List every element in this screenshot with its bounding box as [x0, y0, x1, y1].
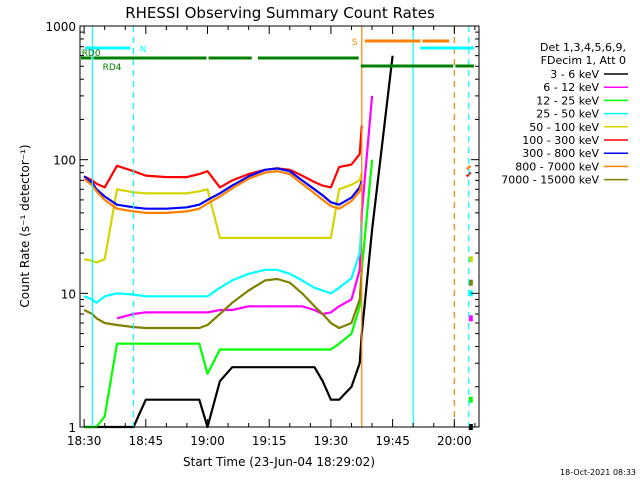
state-bar-s: S: [352, 38, 450, 48]
series-7000-15000-kev: [83, 269, 473, 330]
legend-label: 300 - 800 keV: [522, 147, 599, 160]
series-line: [83, 125, 363, 189]
series-point: [468, 290, 473, 297]
series-line: [84, 55, 394, 429]
series-line: [116, 95, 374, 320]
legend-item-7000-15000-kev: 7000 - 15000 keV: [501, 174, 628, 187]
series-point: [468, 396, 473, 403]
series-3-6-kev: [84, 55, 473, 430]
state-bar-label: RD0: [82, 49, 101, 59]
y-tick-label: 1000: [45, 20, 76, 34]
y-axis-label: Count Rate (s⁻¹ detector⁻¹): [18, 144, 32, 307]
state-bar-label: S: [352, 38, 358, 48]
x-tick-label: 19:45: [375, 434, 410, 448]
chart-title: RHESSI Observing Summary Count Rates: [125, 4, 435, 22]
y-tick-label: 100: [53, 154, 76, 168]
series-point: [468, 315, 473, 322]
series-6-12-kev: [116, 95, 473, 322]
series-12-25-kev: [84, 159, 473, 429]
legend-item-800-7000-kev: 800 - 7000 keV: [515, 160, 628, 173]
legend-item-50-100-kev: 50 - 100 keV: [529, 121, 628, 134]
legend-label: 12 - 25 keV: [536, 94, 599, 107]
legend-item-12-25-kev: 12 - 25 keV: [536, 94, 628, 107]
x-tick-label: 18:45: [129, 434, 164, 448]
series-line: [83, 269, 363, 330]
legend-header-line-2: FDecim 1, Att 0: [541, 54, 626, 67]
x-tick-label: 19:15: [252, 434, 287, 448]
legend-label: 7000 - 15000 keV: [501, 174, 599, 187]
state-bar-label: RD4: [103, 63, 122, 73]
legend-item-6-12-kev: 6 - 12 keV: [543, 81, 628, 94]
series-point: [468, 279, 473, 286]
plot-frame: [79, 25, 480, 428]
x-tick-label: 18:30: [67, 434, 102, 448]
legend-label: 800 - 7000 keV: [515, 160, 599, 173]
state-bar-n: N: [85, 45, 474, 55]
legend-label: 50 - 100 keV: [529, 121, 599, 134]
x-axis-label: Start Time (23-Jun-04 18:29:02): [183, 455, 375, 469]
legend-header-line-1: Det 1,3,4,5,6,9,: [540, 41, 626, 54]
series-line: [83, 170, 363, 214]
y-tick-label: 10: [61, 287, 76, 301]
state-bar-label: N: [140, 45, 147, 55]
series-25-50-kev: [83, 220, 473, 304]
legend-label: 3 - 6 keV: [550, 68, 599, 81]
legend-item-100-300-kev: 100 - 300 keV: [522, 134, 628, 147]
legend-label: 6 - 12 keV: [543, 81, 599, 94]
legend-item-3-6-kev: 3 - 6 keV: [550, 68, 628, 81]
series-800-7000-kev: [83, 164, 472, 214]
series-line: [84, 159, 374, 429]
x-tick-label: 19:30: [314, 434, 349, 448]
y-tick-label: 1: [68, 421, 76, 435]
series-line: [466, 164, 472, 170]
series-line: [83, 172, 363, 264]
series-line: [83, 220, 363, 304]
series-point: [468, 256, 473, 263]
x-tick-label: 19:00: [190, 434, 225, 448]
x-tick-label: 20:00: [437, 434, 472, 448]
state-bar-rd4: RD4: [103, 63, 474, 73]
legend-label: 100 - 300 keV: [522, 134, 599, 147]
series-50-100-kev: [83, 172, 473, 264]
series-300-800-kev: [83, 167, 363, 210]
state-bar-rd0: RD0: [81, 49, 359, 60]
legend-label: 25 - 50 keV: [536, 108, 599, 121]
legend-item-300-800-kev: 300 - 800 keV: [522, 147, 628, 160]
footer-date: 18-Oct-2021 08:33: [560, 468, 636, 477]
series-line: [83, 167, 363, 210]
legend-item-25-50-kev: 25 - 50 keV: [536, 108, 628, 121]
